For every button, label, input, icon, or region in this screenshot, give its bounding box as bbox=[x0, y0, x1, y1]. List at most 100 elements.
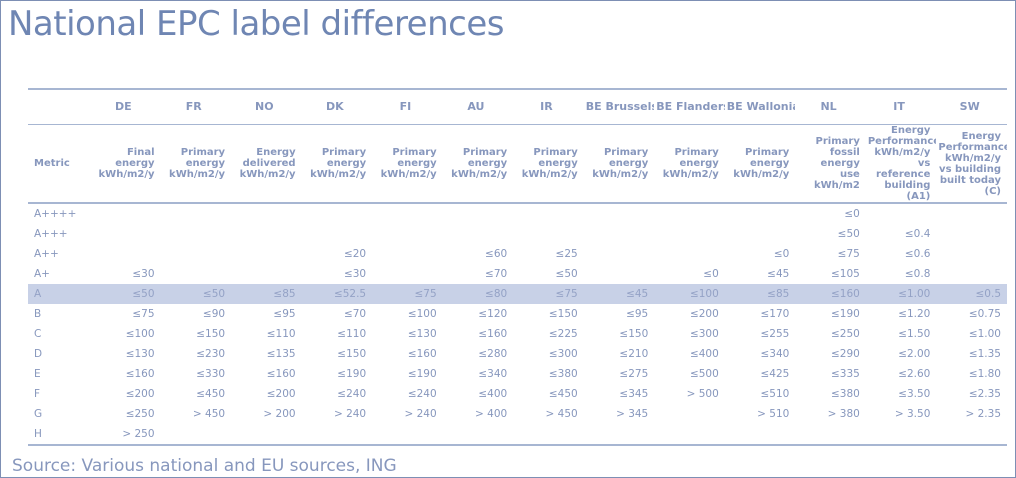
value-cell: ≤0 bbox=[773, 248, 790, 260]
value-cell: ≤450 bbox=[196, 388, 226, 400]
metric-header-label: Metric bbox=[28, 124, 90, 204]
label-cell: A bbox=[28, 284, 90, 304]
value-cell: ≤335 bbox=[831, 368, 860, 380]
value-cell bbox=[231, 224, 302, 244]
value-cell: ≤120 bbox=[478, 308, 508, 320]
value-cell: ≤110 bbox=[337, 328, 367, 340]
value-cell: ≤510 bbox=[760, 388, 790, 400]
value-cell: > 2.35 bbox=[965, 408, 1001, 420]
country-code-header: BE Flanders bbox=[654, 90, 725, 125]
table-row: A++++ ≤0 bbox=[28, 203, 1007, 224]
value-cell: ≤60 bbox=[485, 248, 508, 260]
country-code-row: DE FR NO DK FI AU IR BE Brussels BE Flanders BE W… bbox=[28, 90, 1007, 125]
value-cell: ≤290 bbox=[831, 348, 860, 360]
value-cell: ≤80 bbox=[442, 284, 514, 304]
value-cell: > 400 bbox=[475, 408, 508, 420]
value-cell: ≤150 bbox=[548, 308, 578, 320]
value-cell bbox=[795, 424, 866, 444]
value-cell: ≤1.00 bbox=[968, 328, 1001, 340]
epc-table: DE FR NO DK FI AU IR BE Brussels BE Flanders BE W… bbox=[28, 90, 1007, 444]
value-cell: ≤100 bbox=[654, 284, 725, 304]
value-cell bbox=[443, 203, 514, 224]
value-cell: > 200 bbox=[263, 408, 296, 420]
label-cell: G bbox=[34, 408, 43, 420]
value-cell: ≤300 bbox=[548, 348, 578, 360]
table-row: A+ ≤30 ≤30 ≤70 ≤50 ≤0 ≤45 ≤105 ≤0.8 bbox=[28, 264, 1007, 284]
value-cell: ≤150 bbox=[337, 348, 367, 360]
value-cell bbox=[936, 424, 1007, 444]
value-cell: ≤210 bbox=[619, 348, 649, 360]
value-cell bbox=[90, 224, 161, 244]
label-cell: F bbox=[34, 388, 41, 400]
value-cell: ≤0 bbox=[844, 208, 860, 220]
value-cell: ≤340 bbox=[760, 348, 790, 360]
value-cell: ≤50 bbox=[837, 228, 860, 240]
metric-header: Primary energy kWh/m2/y bbox=[160, 124, 232, 204]
value-cell bbox=[584, 224, 655, 244]
value-cell: ≤135 bbox=[266, 348, 296, 360]
label-cell: D bbox=[34, 348, 43, 360]
label-cell: A++++ bbox=[34, 208, 77, 220]
value-cell: ≤130 bbox=[125, 348, 155, 360]
table-row: G ≤250 > 450 > 200 > 240 > 240 > 400 > 450 > 345… bbox=[28, 404, 1007, 424]
value-cell: ≤150 bbox=[619, 328, 649, 340]
value-cell: > 240 bbox=[404, 408, 437, 420]
value-cell bbox=[936, 224, 1007, 244]
value-cell: ≤50 bbox=[90, 284, 161, 304]
value-cell: ≤240 bbox=[337, 388, 367, 400]
value-cell: ≤0.6 bbox=[904, 248, 931, 260]
value-cell bbox=[302, 203, 373, 224]
country-code-header: FR bbox=[160, 90, 232, 125]
value-cell: ≤75 bbox=[513, 284, 584, 304]
value-cell: ≤30 bbox=[132, 268, 155, 280]
value-cell bbox=[654, 424, 725, 444]
label-cell: A++ bbox=[34, 248, 59, 260]
value-cell: ≤170 bbox=[760, 308, 790, 320]
value-cell bbox=[513, 224, 584, 244]
metric-header: Energy Performance kWh/m2/y vs reference… bbox=[865, 124, 937, 204]
country-code-header: FI bbox=[372, 90, 443, 125]
value-cell: > 380 bbox=[827, 408, 860, 420]
value-cell: ≤75 bbox=[132, 308, 155, 320]
value-cell bbox=[231, 264, 302, 284]
value-cell bbox=[725, 224, 796, 244]
value-cell: ≤75 bbox=[372, 284, 443, 304]
value-cell: ≤95 bbox=[273, 308, 296, 320]
table-row: A+++ ≤50 ≤0.4 bbox=[28, 224, 1007, 244]
metric-header: Final energy kWh/m2/y bbox=[90, 124, 161, 204]
country-code-header: DK bbox=[301, 90, 373, 125]
value-cell bbox=[302, 224, 373, 244]
value-cell: ≤190 bbox=[337, 368, 367, 380]
table-row: E ≤160 ≤330 ≤160 ≤190 ≤190 ≤340 ≤380 ≤275 ≤500 ≤42… bbox=[28, 364, 1007, 384]
header-blank bbox=[28, 90, 90, 125]
value-cell bbox=[654, 404, 725, 424]
value-cell bbox=[231, 203, 302, 224]
value-cell: ≤45 bbox=[767, 268, 790, 280]
country-code-header: BE Brussels bbox=[583, 90, 655, 125]
value-cell: ≤70 bbox=[485, 268, 508, 280]
value-cell: ≤25 bbox=[555, 248, 578, 260]
value-cell: ≤190 bbox=[831, 308, 860, 320]
label-cell: H bbox=[34, 428, 42, 440]
value-cell: > 250 bbox=[122, 428, 155, 440]
value-cell: ≤2.60 bbox=[898, 368, 931, 380]
value-cell bbox=[936, 244, 1007, 264]
metric-header: Primary fossil energy use kWh/m2 bbox=[795, 124, 866, 204]
value-cell: ≤1.50 bbox=[898, 328, 931, 340]
country-code-header: BE Wallonia bbox=[724, 90, 796, 125]
value-cell: ≤380 bbox=[831, 388, 860, 400]
value-cell: ≤160 bbox=[125, 368, 155, 380]
value-cell bbox=[231, 244, 302, 264]
value-cell bbox=[584, 244, 655, 264]
value-cell: ≤20 bbox=[343, 248, 367, 260]
value-cell bbox=[443, 224, 514, 244]
value-cell: ≤275 bbox=[619, 368, 649, 380]
value-cell bbox=[372, 224, 443, 244]
table-row: A ≤50 ≤50 ≤85 ≤52.5 ≤75 ≤80 ≤75 ≤45 ≤100 ≤85 ≤160 ≤1… bbox=[28, 284, 1007, 304]
value-cell: ≤300 bbox=[689, 328, 719, 340]
label-cell: A+ bbox=[34, 268, 50, 280]
label-cell: C bbox=[34, 328, 42, 340]
table-row: A++ ≤20 ≤60 ≤25 ≤0 ≤75 ≤0.6 bbox=[28, 244, 1007, 264]
label-cell: A+++ bbox=[34, 228, 68, 240]
table-row: D ≤130 ≤230 ≤135 ≤150 ≤160 ≤280 ≤300 ≤210 ≤400 ≤34… bbox=[28, 344, 1007, 364]
